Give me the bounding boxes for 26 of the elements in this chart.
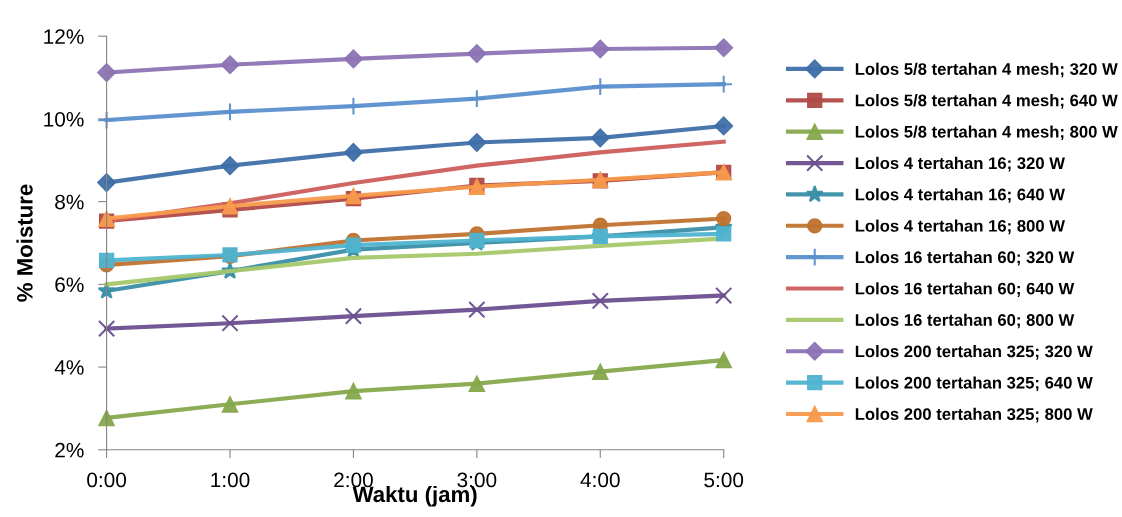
legend-label: Lolos 5/8 tertahan 4 mesh; 800 W xyxy=(855,125,1118,141)
y-tick-label: 12% xyxy=(44,29,84,44)
legend-label: Lolos 200 tertahan 325; 320 W xyxy=(855,345,1093,360)
legend-label: Lolos 16 tertahan 60; 800 W xyxy=(855,313,1075,329)
y-tick-label: 10% xyxy=(44,111,84,127)
legend-label: Lolos 5/8 tertahan 4 mesh; 320 W xyxy=(855,62,1118,78)
legend-label: Lolos 4 tertahan 16; 640 W xyxy=(855,188,1065,203)
legend-label: Lolos 200 tertahan 325; 640 W xyxy=(855,376,1093,392)
x-tick-label: 0:00 xyxy=(87,472,127,488)
y-axis-title: % Moisture xyxy=(16,184,33,302)
y-tick-label: 2% xyxy=(55,442,84,458)
y-tick-label: 8% xyxy=(55,194,84,210)
x-tick-label: 5:00 xyxy=(704,472,744,488)
x-axis-title: Waktu (jam) xyxy=(352,485,477,507)
legend-label: Lolos 16 tertahan 60; 320 W xyxy=(855,250,1075,266)
y-tick-label: 6% xyxy=(55,277,84,293)
x-tick-label: 3:00 xyxy=(457,472,497,488)
legend-label: Lolos 4 tertahan 16; 320 W xyxy=(855,156,1065,172)
legend-label: Lolos 200 tertahan 325; 800 W xyxy=(855,407,1093,423)
x-tick-label: 1:00 xyxy=(211,472,250,488)
x-tick-label: 4:00 xyxy=(580,472,620,488)
legend-label: Lolos 16 tertahan 60; 640 W xyxy=(855,282,1075,297)
legend-label: Lolos 5/8 tertahan 4 mesh; 640 W xyxy=(855,94,1118,109)
legend-label: Lolos 4 tertahan 16; 800 W xyxy=(855,219,1065,235)
x-tick-label: 2:00 xyxy=(334,472,373,488)
y-tick-label: 4% xyxy=(54,360,84,375)
